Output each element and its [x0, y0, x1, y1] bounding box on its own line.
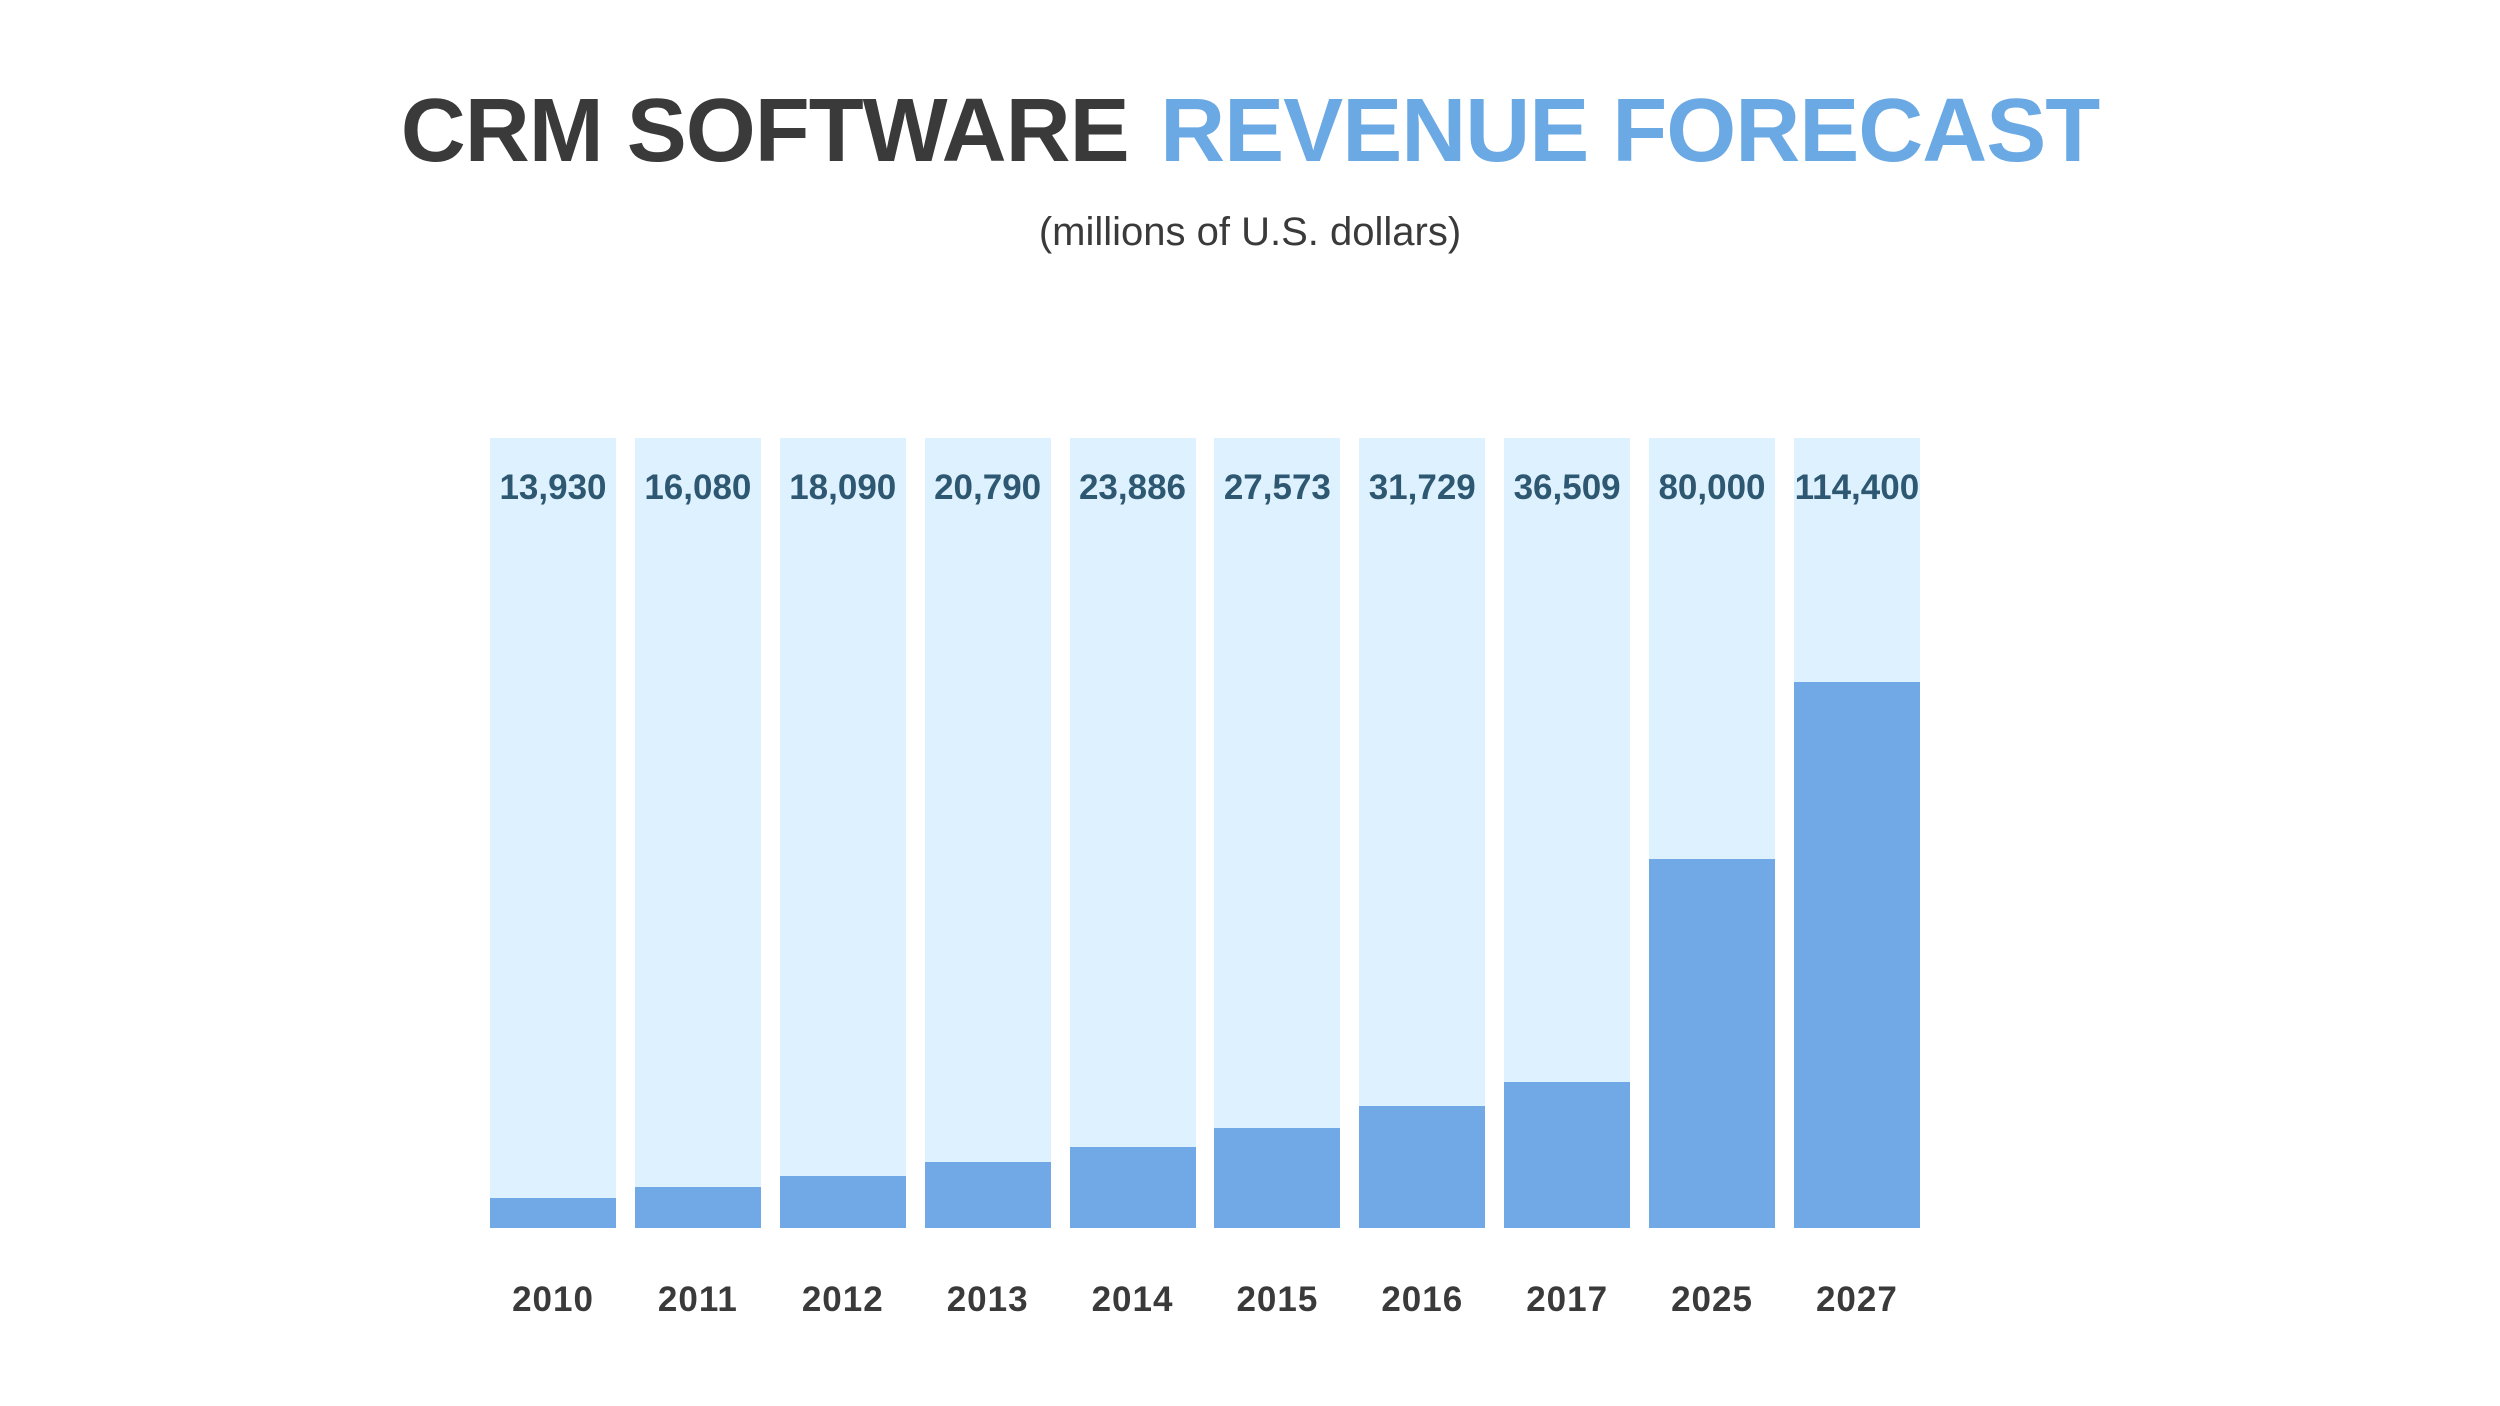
bar-background — [925, 438, 1051, 1228]
bar-column: 13,930 — [490, 438, 616, 1228]
bar-background — [780, 438, 906, 1228]
bar-column: 36,509 — [1504, 438, 1630, 1228]
bar-fill — [1359, 1106, 1485, 1228]
bar-column: 31,729 — [1359, 438, 1485, 1228]
bar-chart: 13,93016,08018,09020,79023,88627,57331,7… — [490, 438, 1920, 1228]
bar-column: 20,790 — [925, 438, 1051, 1228]
x-axis-label: 2017 — [1504, 1280, 1630, 1340]
x-axis-label: 2015 — [1214, 1280, 1340, 1340]
bars-row: 13,93016,08018,09020,79023,88627,57331,7… — [490, 438, 1920, 1228]
x-axis-label: 2014 — [1070, 1280, 1196, 1340]
x-axis-label: 2011 — [635, 1280, 761, 1340]
bar-fill — [1649, 859, 1775, 1228]
bar-background — [635, 438, 761, 1228]
chart-title-part1: CRM SOFTWARE — [401, 80, 1129, 183]
bar-background — [1070, 438, 1196, 1228]
bar-value-label: 114,400 — [1757, 468, 1957, 508]
bar-fill — [635, 1187, 761, 1228]
x-axis-label: 2016 — [1359, 1280, 1485, 1340]
x-axis-label: 2013 — [925, 1280, 1051, 1340]
chart-title-part2: REVENUE FORECAST — [1160, 80, 2099, 183]
bar-fill — [1794, 682, 1920, 1228]
x-axis-label: 2025 — [1649, 1280, 1775, 1340]
x-axis-labels: 2010 2011 2012 2013 2014 2015 2016 2017 2025 2027 — [490, 1280, 1920, 1340]
bar-fill — [925, 1162, 1051, 1228]
bar-column: 27,573 — [1214, 438, 1340, 1228]
bar-column: 23,886 — [1070, 438, 1196, 1228]
x-axis-label: 2010 — [490, 1280, 616, 1340]
bar-fill — [1070, 1147, 1196, 1228]
chart-title: CRM SOFTWARE REVENUE FORECAST — [0, 80, 2500, 183]
page-root: CRM SOFTWARE REVENUE FORECAST (millions … — [0, 0, 2500, 1406]
bar-column: 18,090 — [780, 438, 906, 1228]
bar-fill — [1214, 1128, 1340, 1228]
bar-column: 16,080 — [635, 438, 761, 1228]
x-axis-label: 2027 — [1794, 1280, 1920, 1340]
bar-fill — [1504, 1082, 1630, 1228]
bar-background — [490, 438, 616, 1228]
x-axis-label: 2012 — [780, 1280, 906, 1340]
bar-fill — [490, 1198, 616, 1228]
chart-subtitle: (millions of U.S. dollars) — [0, 210, 2500, 255]
bar-column: 114,400 — [1794, 438, 1920, 1228]
bar-column: 80,000 — [1649, 438, 1775, 1228]
bar-background — [1214, 438, 1340, 1228]
bar-fill — [780, 1176, 906, 1228]
